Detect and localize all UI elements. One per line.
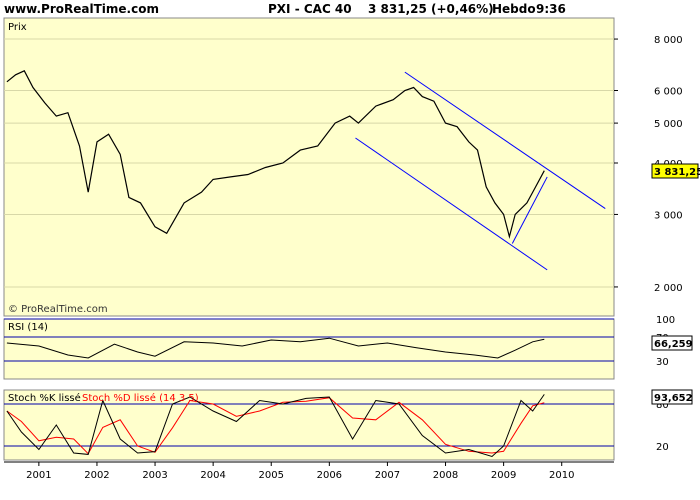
x-tick-label: 2003	[142, 470, 167, 481]
rsi-series-line	[6, 337, 545, 359]
rsi-panel[interactable]	[3, 318, 615, 380]
osc-tick-label: 80	[656, 400, 669, 411]
stoch-panel[interactable]	[3, 389, 615, 461]
x-tick-label: 2006	[317, 470, 342, 481]
x-tick-label: 2005	[259, 470, 284, 481]
stoch-k-label: Stoch %K lissé	[8, 392, 81, 404]
price-grid	[4, 38, 614, 288]
price-panel[interactable]	[3, 17, 615, 317]
chart-header: www.ProRealTime.com PXI - CAC 40 3 831,2…	[0, 0, 700, 18]
x-tick-label: 2007	[375, 470, 400, 481]
watermark: © ProRealTime.com	[8, 304, 108, 315]
channel-lines	[355, 71, 606, 271]
price-panel-label: Prix	[8, 22, 27, 33]
osc-tick-label: 100	[656, 315, 675, 326]
price-tick-label: 2 000	[654, 283, 683, 294]
x-tick-label: 2009	[491, 470, 516, 481]
x-tick-label: 2010	[549, 470, 574, 481]
price-tick-label: 5 000	[654, 119, 683, 130]
price-value-box: 3 831,25	[651, 163, 700, 179]
osc-tick-label: 20	[656, 442, 669, 453]
channel-line	[404, 71, 606, 209]
price-series-line	[6, 70, 545, 239]
rsi-panel-label: RSI (14)	[8, 322, 48, 333]
x-tick-label: 2004	[200, 470, 225, 481]
price-tick-label: 6 000	[654, 87, 683, 98]
rsi-grid	[4, 318, 614, 362]
osc-tick-label: 30	[656, 357, 669, 368]
rsi-value-box: 66,259	[651, 335, 693, 351]
stoch-last-value: 93,652	[654, 393, 693, 404]
quote-value: 3 831,25 (+0,46%)	[368, 2, 494, 16]
time-label: 9:36	[536, 2, 566, 16]
period-label: Hebdo	[492, 2, 536, 16]
instrument-name: PXI - CAC 40	[268, 2, 352, 16]
price-tick-label: 8 000	[654, 35, 683, 46]
channel-line	[511, 176, 548, 244]
site-name[interactable]: www.ProRealTime.com	[4, 2, 159, 16]
stoch-k-series-line	[6, 394, 545, 458]
channel-line	[355, 137, 548, 271]
stoch-value-box: 93,652	[651, 389, 693, 405]
price-last-value: 3 831,25	[654, 167, 700, 178]
x-tick-label: 2008	[433, 470, 458, 481]
x-tick-label: 2001	[26, 470, 51, 481]
stoch-grid	[4, 403, 614, 447]
x-axis: 2001 2002 2003 2004 2005 2006 2007 2008 2009 2010	[4, 461, 614, 481]
stoch-d-label: Stoch %D lissé (14 3 5)	[82, 392, 199, 404]
price-tick-label: 3 000	[654, 210, 683, 221]
rsi-last-value: 66,259	[654, 339, 693, 350]
x-tick-label: 2002	[84, 470, 109, 481]
